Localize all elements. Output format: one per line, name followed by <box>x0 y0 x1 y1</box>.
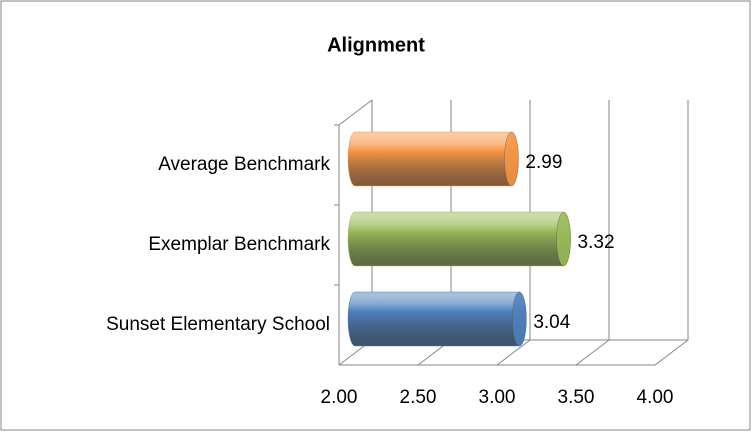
y-tick-label: Exemplar Benchmark <box>148 234 330 255</box>
bar <box>347 211 571 267</box>
bar <box>347 131 519 187</box>
bar-cap <box>504 131 519 187</box>
bar-cap <box>512 291 527 347</box>
grid-line <box>496 100 531 366</box>
grid-line <box>654 100 689 366</box>
bar-cap <box>556 211 571 267</box>
grid-line <box>575 100 610 366</box>
x-tick-label: 2.50 <box>400 387 437 408</box>
left-wall-top <box>338 99 373 126</box>
value-label: 3.04 <box>533 312 570 333</box>
x-tick-label: 4.00 <box>637 387 674 408</box>
x-tick-label: 3.00 <box>479 387 516 408</box>
y-tick-label: Average Benchmark <box>158 154 330 175</box>
chart-title: Alignment <box>327 34 425 56</box>
x-tick-label: 2.00 <box>321 387 358 408</box>
value-label: 3.32 <box>578 232 615 253</box>
bar <box>347 291 527 347</box>
value-label: 2.99 <box>525 152 562 173</box>
x-tick-label: 3.50 <box>558 387 595 408</box>
y-tick-label: Sunset Elementary School <box>106 314 330 335</box>
